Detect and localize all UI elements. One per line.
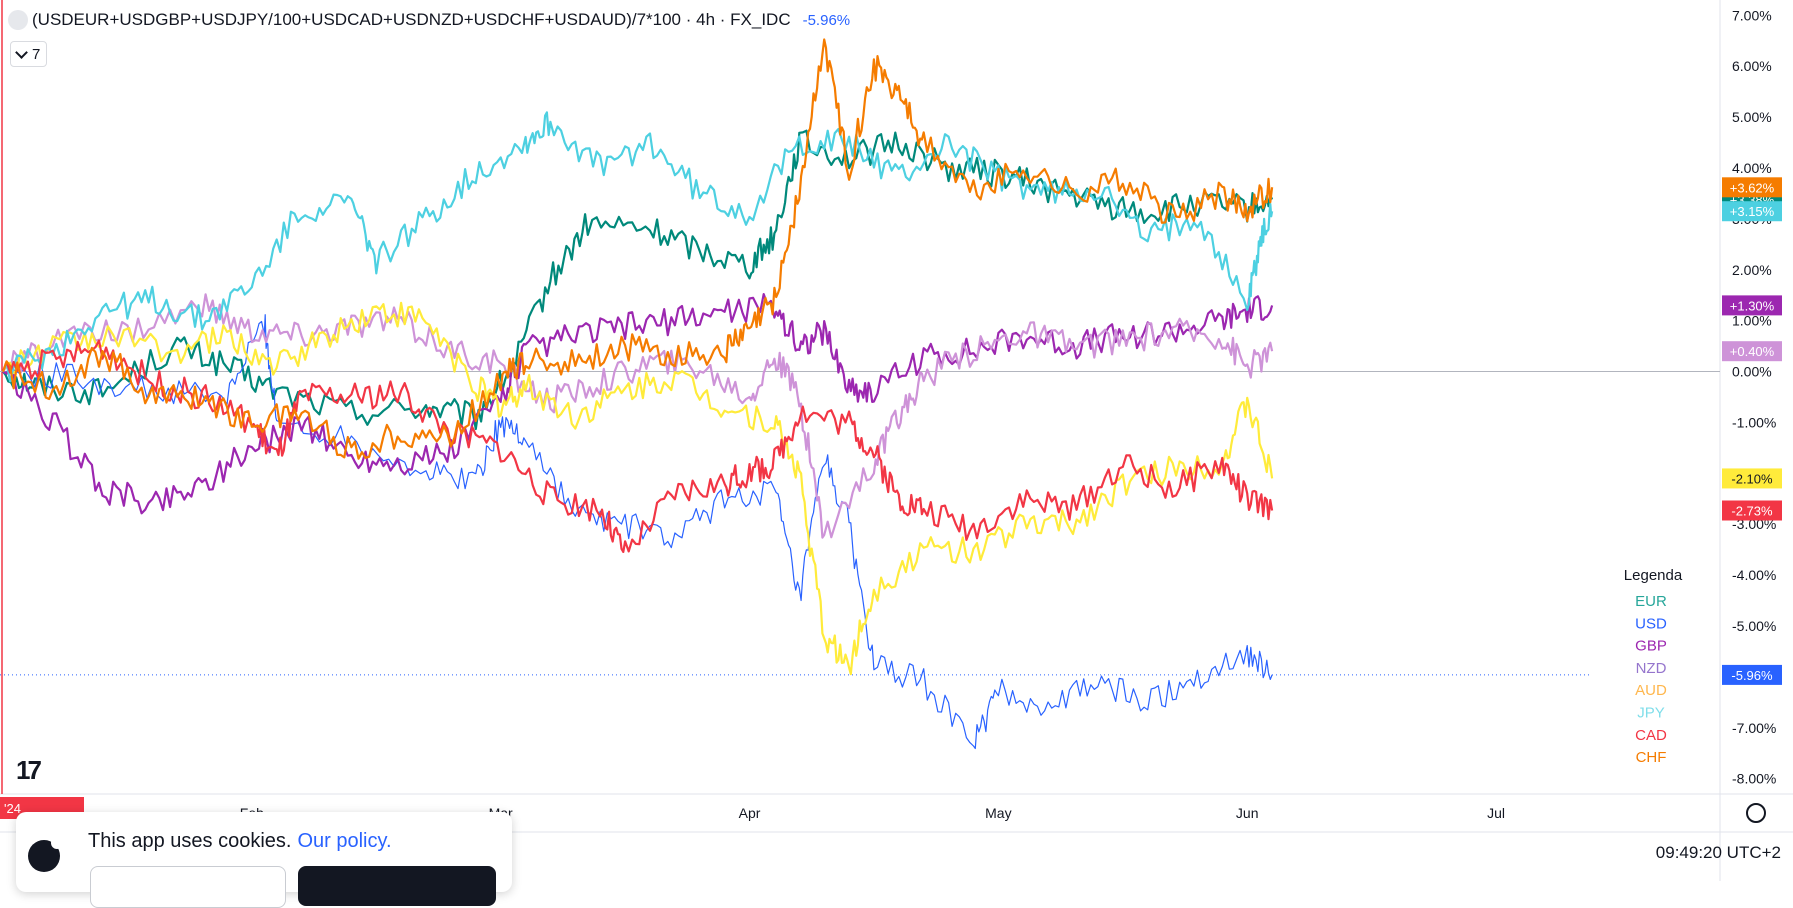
series-line-aud[interactable]	[2, 301, 1274, 676]
value-label-cad: -2.73%	[1731, 504, 1773, 519]
y-tick-label: 4.00%	[1732, 160, 1772, 176]
value-label-gbp: +1.30%	[1730, 298, 1775, 313]
value-badge-chf	[1722, 177, 1782, 198]
cookie-text: This app uses cookies. Our policy.	[88, 830, 392, 853]
value-label-usd: -5.96%	[1731, 668, 1773, 683]
tradingview-logo[interactable]: 17	[16, 755, 42, 785]
legend-item-aud: AUD	[1635, 682, 1667, 699]
legend-item-jpy: JPY	[1637, 705, 1665, 722]
value-label-nzd: +0.40%	[1730, 344, 1775, 359]
y-tick-label: -4.00%	[1732, 567, 1776, 583]
value-badge-gbp	[1722, 295, 1782, 316]
y-tick-label: 1.00%	[1732, 313, 1772, 329]
time-cursor-label: '24	[4, 801, 21, 816]
y-tick-label: -8.00%	[1732, 771, 1776, 787]
y-tick-label: 6.00%	[1732, 58, 1772, 74]
legend-item-chf: CHF	[1636, 749, 1667, 766]
x-tick-label: Jun	[1236, 805, 1259, 821]
x-tick-label: Jul	[1487, 805, 1505, 821]
accept-all-button[interactable]	[298, 866, 496, 906]
series-line-usd[interactable]	[2, 314, 1273, 750]
value-badge-usd	[1722, 664, 1782, 685]
series-line-gbp[interactable]	[2, 293, 1274, 515]
y-tick-label: 5.00%	[1732, 109, 1772, 125]
x-tick-label: Apr	[739, 805, 761, 821]
policy-link[interactable]: Our policy.	[297, 830, 392, 852]
value-label-aud: -2.10%	[1731, 471, 1773, 486]
value-badge-cad	[1722, 500, 1782, 521]
y-tick-label: 2.00%	[1732, 262, 1772, 278]
y-tick-label: -5.00%	[1732, 618, 1776, 634]
symbol-title[interactable]: (USDEUR+USDGBP+USDJPY/100+USDCAD+USDNZD+…	[32, 10, 791, 29]
cookie-banner: This app uses cookies. Our policy.	[16, 812, 512, 908]
change-value: -5.96%	[802, 11, 851, 29]
indicators-toggle-button[interactable]: 7	[10, 41, 48, 67]
indicators-count: 7	[32, 45, 41, 63]
y-tick-label: 0.00%	[1732, 364, 1772, 380]
legend-item-eur: EUR	[1635, 593, 1667, 610]
value-label-chf: +3.62%	[1730, 180, 1775, 195]
cookie-message: This app uses cookies.	[88, 830, 292, 852]
legend-item-nzd: NZD	[1636, 660, 1667, 677]
manage-cookies-button[interactable]	[90, 866, 286, 908]
value-badge-aud	[1722, 468, 1782, 489]
value-label-jpy: +3.15%	[1730, 204, 1775, 219]
value-badge-jpy	[1722, 201, 1782, 222]
cookie-icon	[28, 837, 63, 872]
y-tick-label: -7.00%	[1732, 720, 1776, 736]
legend-item-cad: CAD	[1635, 727, 1667, 744]
legend-title: Legenda	[1624, 567, 1683, 584]
symbol-logo-icon	[8, 10, 28, 30]
legend-item-gbp: GBP	[1635, 638, 1667, 655]
series-line-jpy[interactable]	[1, 111, 1274, 383]
clock: 09:49:20 UTC+2	[1655, 843, 1781, 862]
y-tick-label: 7.00%	[1732, 7, 1772, 23]
value-badge-nzd	[1722, 341, 1782, 362]
chart-canvas[interactable]: 7.00%6.00%5.00%4.00%3.00%2.00%1.00%0.00%…	[0, 0, 1793, 881]
legend-item-usd: USD	[1635, 615, 1667, 632]
gear-icon[interactable]	[1746, 803, 1766, 823]
series-line-nzd[interactable]	[2, 293, 1274, 539]
y-tick-label: -1.00%	[1732, 414, 1776, 430]
chart-header: (USDEUR+USDGBP+USDJPY/100+USDCAD+USDNZD+…	[8, 10, 850, 30]
series-line-chf[interactable]	[1, 38, 1274, 460]
x-tick-label: May	[985, 805, 1011, 821]
